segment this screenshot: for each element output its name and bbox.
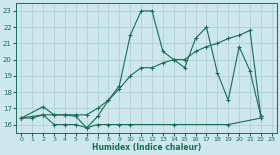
X-axis label: Humidex (Indice chaleur): Humidex (Indice chaleur) xyxy=(92,143,201,152)
